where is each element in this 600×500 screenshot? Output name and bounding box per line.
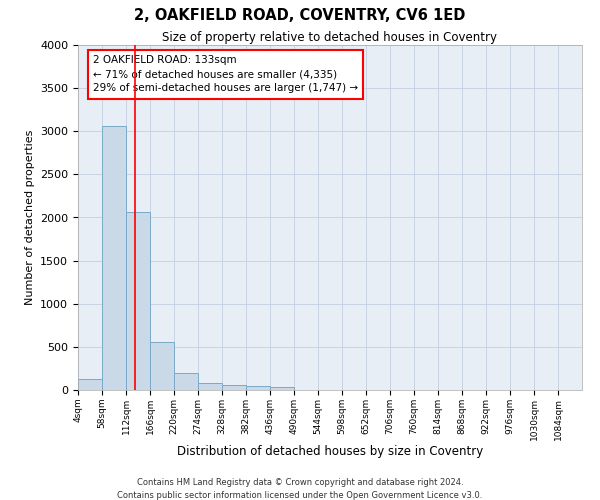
Text: 2 OAKFIELD ROAD: 133sqm
← 71% of detached houses are smaller (4,335)
29% of semi: 2 OAKFIELD ROAD: 133sqm ← 71% of detache… <box>93 56 358 94</box>
Bar <box>102 126 126 390</box>
Bar <box>174 373 198 390</box>
Text: Contains HM Land Registry data © Crown copyright and database right 2024.
Contai: Contains HM Land Registry data © Crown c… <box>118 478 482 500</box>
Bar <box>270 386 294 390</box>
Y-axis label: Number of detached properties: Number of detached properties <box>25 130 35 305</box>
X-axis label: Distribution of detached houses by size in Coventry: Distribution of detached houses by size … <box>177 446 483 458</box>
Bar <box>246 386 270 390</box>
Bar <box>222 386 246 390</box>
Text: 2, OAKFIELD ROAD, COVENTRY, CV6 1ED: 2, OAKFIELD ROAD, COVENTRY, CV6 1ED <box>134 8 466 22</box>
Bar <box>78 379 102 390</box>
Title: Size of property relative to detached houses in Coventry: Size of property relative to detached ho… <box>163 31 497 44</box>
Bar <box>150 342 174 390</box>
Bar <box>126 212 150 390</box>
Bar <box>198 382 222 390</box>
